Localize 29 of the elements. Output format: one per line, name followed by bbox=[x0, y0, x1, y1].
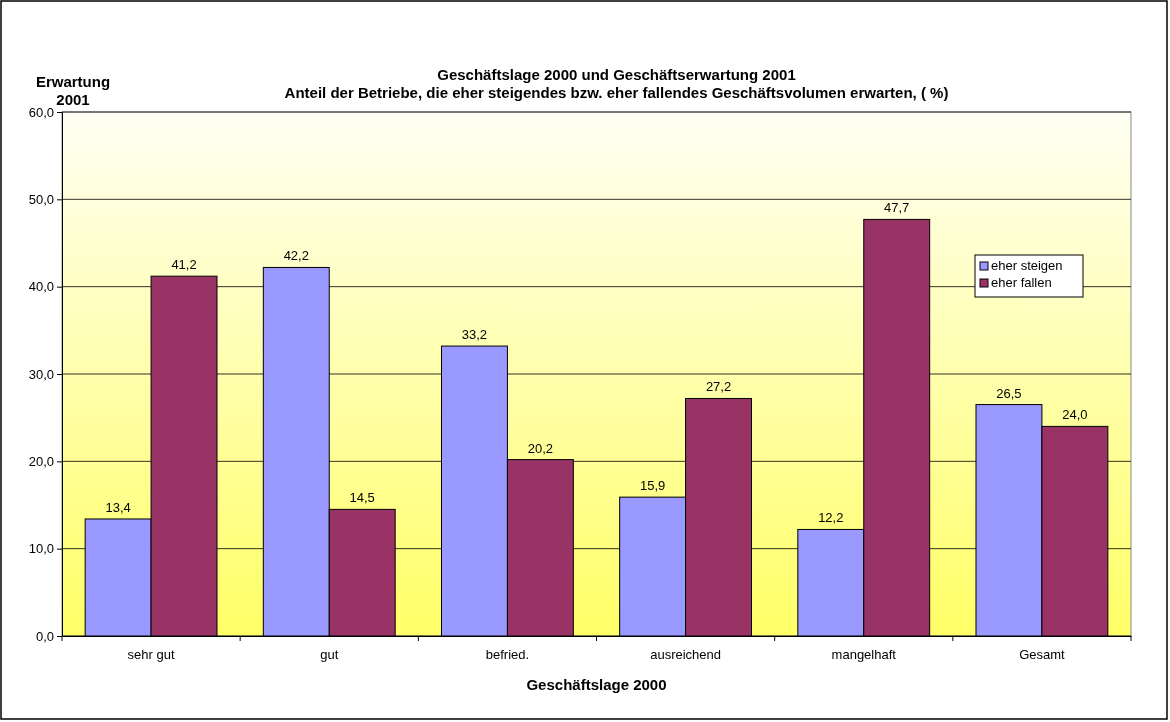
y-tick-label: 30,0 bbox=[28, 366, 54, 382]
data-label: 33,2 bbox=[461, 327, 488, 343]
y-tick-label: 10,0 bbox=[28, 541, 54, 557]
y-tick-label: 50,0 bbox=[28, 191, 54, 207]
data-label: 42,2 bbox=[283, 248, 309, 264]
x-tick-label: sehr gut bbox=[127, 647, 175, 663]
data-label: 47,7 bbox=[884, 200, 910, 216]
y-tick-label: 40,0 bbox=[28, 279, 54, 295]
data-label: 24,0 bbox=[1062, 407, 1088, 423]
legend-label: eher steigen bbox=[991, 258, 1063, 273]
data-label: 20,2 bbox=[527, 440, 554, 456]
legend-label: eher fallen bbox=[991, 275, 1052, 290]
y-tick-label: 20,0 bbox=[28, 453, 54, 469]
y-tick-label: 0,0 bbox=[35, 628, 54, 644]
chart-title: Geschäftslage 2000 und Geschäftserwartung 2001 bbox=[437, 66, 796, 83]
data-label: 14,5 bbox=[349, 490, 375, 506]
x-tick-label: ausreichend bbox=[650, 647, 721, 663]
data-label: 15,9 bbox=[639, 478, 666, 494]
data-label: 12,2 bbox=[818, 510, 844, 526]
x-tick-label: mangelhaft bbox=[831, 647, 897, 663]
data-label: 41,2 bbox=[171, 257, 197, 273]
data-label: 27,2 bbox=[705, 379, 732, 395]
x-tick-label: befried. bbox=[485, 647, 530, 663]
chart-subtitle: Anteil der Betriebe, die eher steigendes bzw. eher fallendes Geschäftsvolumen erwarten, ( %) bbox=[284, 84, 949, 101]
x-tick-label: Gesamt bbox=[1019, 647, 1066, 663]
data-label: 26,5 bbox=[996, 385, 1022, 401]
x-tick-label: gut bbox=[320, 647, 339, 663]
data-label: 13,4 bbox=[105, 499, 131, 515]
x-axis-title: Geschäftslage 2000 bbox=[526, 676, 667, 693]
